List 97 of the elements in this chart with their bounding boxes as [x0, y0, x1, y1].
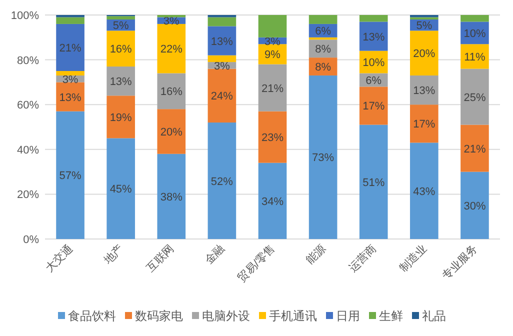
- bar: [56, 71, 84, 76]
- data-label: 11%: [464, 51, 486, 64]
- data-label: 6%: [315, 26, 332, 38]
- bar: [157, 24, 186, 74]
- legend-label: 数码家电: [135, 309, 183, 323]
- data-label: 25%: [464, 92, 486, 104]
- data-label: 57%: [59, 170, 82, 182]
- y-tick-label: 60%: [16, 100, 40, 112]
- data-label: 19%: [110, 112, 132, 124]
- data-label: 52%: [210, 176, 234, 188]
- bar: [308, 15, 338, 24]
- data-label: 13%: [59, 92, 82, 104]
- bar: [157, 154, 186, 239]
- x-tick-label: 金融: [203, 242, 228, 267]
- data-label: 73%: [312, 152, 334, 164]
- legend-label: 手机通讯: [269, 309, 317, 323]
- data-label: 5%: [112, 20, 129, 32]
- bar: [410, 104, 438, 143]
- bar: [460, 172, 489, 239]
- x-tick-label: 运营商: [346, 242, 379, 274]
- bar: [308, 75, 338, 239]
- bar: [208, 55, 236, 62]
- bar: [56, 17, 84, 24]
- legend-label: 食品饮料: [68, 309, 116, 323]
- data-label: 21%: [59, 42, 82, 54]
- data-label: 8%: [315, 44, 332, 56]
- data-label: 13%: [362, 31, 385, 44]
- y-tick-label: 80%: [16, 54, 40, 67]
- x-tick-label: 专业服务: [440, 242, 480, 282]
- x-tick-label: 地产: [100, 242, 126, 268]
- legend-label: 电脑外设: [202, 309, 250, 323]
- data-label: 22%: [160, 44, 183, 56]
- x-tick-label: 大交通: [42, 242, 76, 274]
- data-label: 24%: [210, 90, 234, 103]
- data-label: 17%: [362, 100, 385, 113]
- data-label: 5%: [416, 20, 432, 32]
- data-label: 30%: [464, 200, 486, 212]
- data-label: 23%: [261, 132, 284, 144]
- data-label: 9%: [264, 49, 281, 62]
- bar: [460, 124, 489, 172]
- bar: [258, 111, 287, 163]
- bar: [410, 142, 438, 239]
- data-label: 16%: [160, 86, 183, 98]
- bar: [106, 30, 135, 67]
- bar: [359, 15, 388, 22]
- y-tick-label: 20%: [16, 189, 40, 202]
- bar: [208, 122, 236, 239]
- bar: [258, 64, 287, 112]
- bar: [56, 24, 84, 71]
- bar: [56, 111, 84, 239]
- y-tick-label: 100%: [10, 10, 40, 22]
- data-label: 13%: [210, 36, 234, 48]
- data-label: 21%: [464, 143, 486, 156]
- data-label: 43%: [413, 186, 436, 198]
- data-label: 38%: [160, 191, 183, 204]
- data-label: 21%: [261, 82, 284, 95]
- bar: [359, 86, 388, 125]
- data-label: 51%: [362, 176, 385, 189]
- data-label: 20%: [413, 48, 436, 60]
- y-tick-label: 40%: [16, 144, 40, 156]
- data-label: 45%: [110, 184, 132, 196]
- bar: [359, 22, 388, 51]
- x-tick-label: 贸易/零售: [235, 242, 278, 284]
- x-tick-label: 制造业: [396, 242, 430, 274]
- data-label: 16%: [110, 44, 132, 56]
- data-label: 20%: [160, 126, 183, 138]
- data-label: 13%: [413, 85, 436, 98]
- legend-label: 生鲜: [379, 309, 403, 323]
- bar: [106, 16, 135, 20]
- bar: [460, 68, 489, 125]
- data-label: 6%: [366, 74, 382, 87]
- bar: [106, 138, 135, 239]
- bar: [258, 162, 287, 239]
- bar: [208, 26, 236, 56]
- data-label: 13%: [110, 76, 132, 88]
- bar: [106, 96, 135, 138]
- bar: [208, 68, 236, 123]
- bar: [208, 17, 236, 26]
- bar: [460, 15, 489, 22]
- bar: [359, 124, 388, 239]
- bar: [157, 73, 186, 110]
- legend-label: 礼品: [422, 309, 446, 323]
- data-label: 8%: [315, 62, 332, 74]
- x-tick-label: 能源: [303, 242, 328, 267]
- bar: [258, 15, 287, 38]
- y-tick-label: 0%: [23, 234, 40, 246]
- bar: [410, 30, 438, 76]
- bar: [460, 44, 489, 69]
- bar: [56, 82, 84, 112]
- data-label: 17%: [413, 118, 436, 131]
- data-label: 10%: [362, 57, 385, 70]
- legend-label: 日用: [336, 309, 360, 323]
- bar: [157, 109, 186, 154]
- x-tick-label: 互联网: [144, 242, 177, 274]
- data-label: 34%: [261, 196, 284, 208]
- data-label: 10%: [464, 28, 486, 40]
- bar: [106, 66, 135, 96]
